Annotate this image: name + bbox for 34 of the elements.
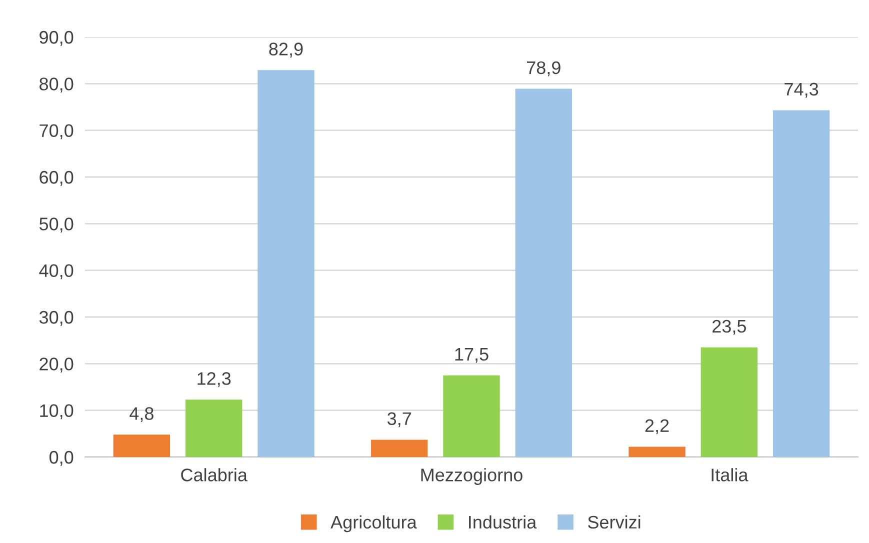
y-tick-label: 0,0	[49, 450, 74, 466]
data-label: 4,8	[130, 407, 154, 422]
y-tick-label: 50,0	[39, 218, 74, 233]
data-label: 74,3	[784, 82, 818, 98]
x-tick-label: Italia	[712, 468, 748, 482]
bar	[443, 375, 500, 457]
data-label: 78,9	[527, 61, 560, 76]
data-label: 12,3	[198, 372, 231, 388]
data-label: 82,9	[269, 42, 303, 58]
legend-label: Industria	[469, 515, 537, 529]
y-tick-label: 30,0	[39, 310, 74, 326]
y-tick-label: 40,0	[39, 264, 74, 280]
y-tick-label: 80,0	[40, 78, 74, 93]
bar	[772, 110, 830, 457]
bar	[113, 434, 170, 457]
legend-label: Servizi	[588, 515, 640, 529]
x-tick-label: Calabria	[181, 468, 248, 482]
y-tick-label: 90,0	[40, 30, 74, 46]
y-tick-label: 70,0	[40, 124, 74, 140]
data-label: 17,5	[455, 348, 488, 363]
y-tick-label: 10,0	[40, 404, 74, 420]
bar	[371, 440, 428, 457]
y-tick-label: 60,0	[40, 170, 74, 186]
data-label: 23,5	[712, 320, 746, 335]
bar	[515, 88, 572, 457]
bar	[700, 347, 758, 457]
data-label: 2,2	[645, 419, 669, 434]
bar	[185, 400, 242, 457]
y-tick-label: 20,0	[40, 358, 74, 373]
bar	[258, 70, 314, 457]
x-tick-label: Mezzogiorno	[421, 468, 522, 485]
legend-label: Agricoltura	[330, 515, 417, 532]
bar	[628, 446, 686, 457]
data-label: 3,7	[387, 412, 411, 428]
